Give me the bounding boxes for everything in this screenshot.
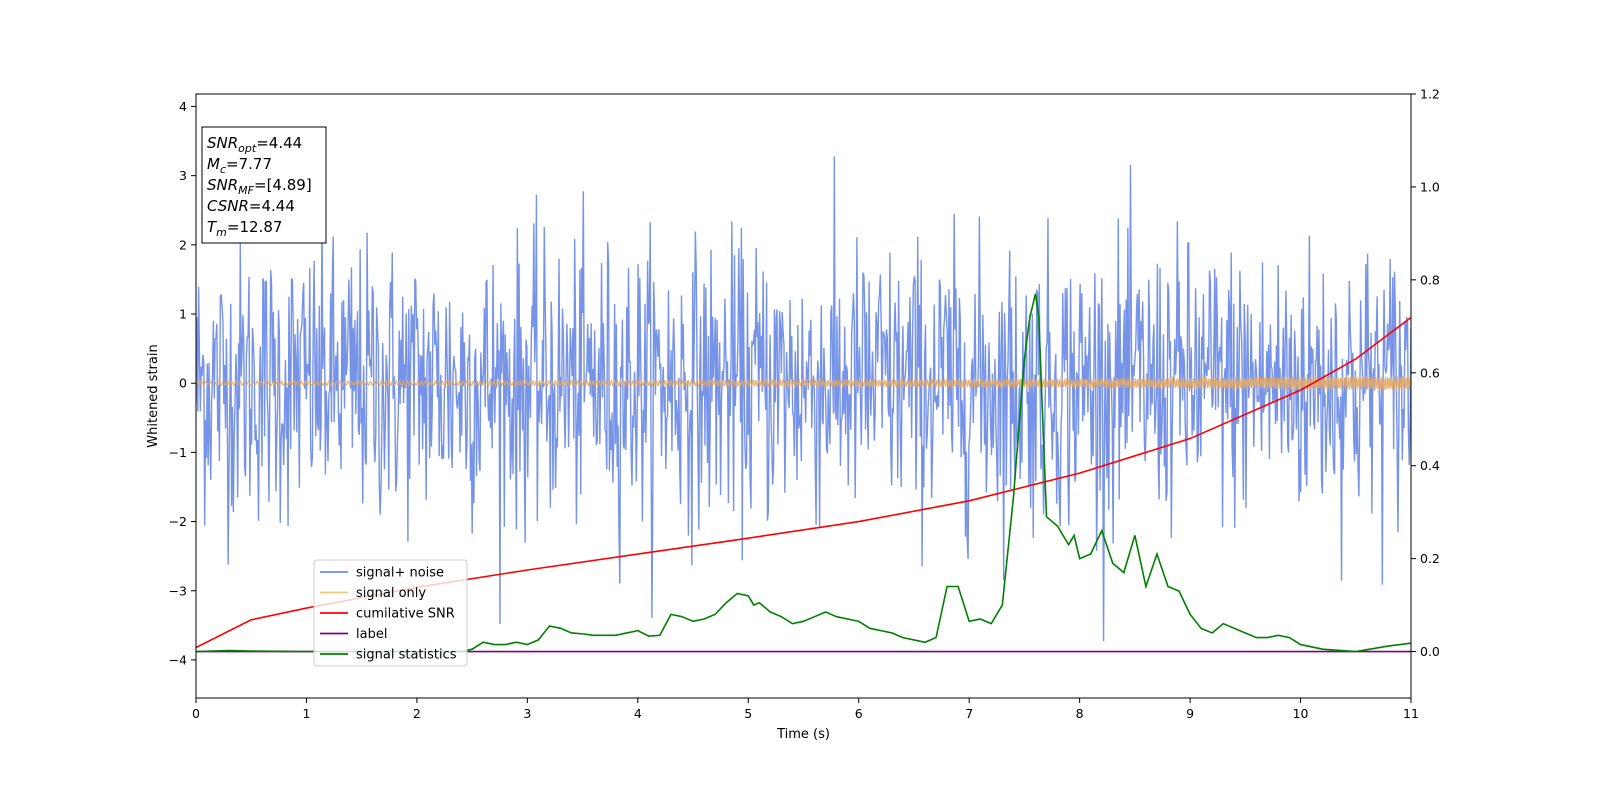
x-tick-label: 0 <box>192 706 200 721</box>
y-tick-label: −3 <box>169 583 187 598</box>
x-tick-label: 3 <box>523 706 531 721</box>
annotation-line: Mc=7.77 <box>207 155 272 176</box>
axes-layer: 0 1 2 3 4 5 6 7 8 9 10 1143210−1−2−3−41.21.00.80.60… <box>146 87 1440 743</box>
plot-frame <box>195 93 1412 699</box>
y2-tick-label: 1.2 <box>1420 87 1440 102</box>
series-line-signal-only <box>196 376 1411 390</box>
y-tick-label: 1 <box>179 307 187 322</box>
legend-entry-label: signal statistics <box>356 648 457 663</box>
y2-tick-label: 0.4 <box>1420 458 1440 473</box>
y2-tick-label: 1.0 <box>1420 179 1440 194</box>
y-tick-label: −4 <box>169 652 187 667</box>
y-tick-label: 3 <box>179 168 187 183</box>
y-tick-label: 0 <box>179 376 187 391</box>
series-line-signal-statistics <box>196 293 1411 653</box>
annotation-line: SNRMF=[4.89] <box>207 176 312 197</box>
y2-tick-label: 0.0 <box>1420 644 1440 659</box>
y-axis-title: Whitened strain <box>146 344 161 447</box>
y2-tick-label: 0.2 <box>1420 551 1440 566</box>
x-tick-label: 2 <box>413 706 421 721</box>
x-axis-title: Time (s) <box>776 727 830 742</box>
y-tick-label: −1 <box>169 445 187 460</box>
y-tick-label: −2 <box>169 514 187 529</box>
annotation-line: CSNR=4.44 <box>207 197 295 215</box>
annotation-frame <box>201 126 327 244</box>
y-tick-label: 2 <box>179 237 187 252</box>
legend-frame <box>313 559 468 667</box>
legend-entry-label: label <box>356 627 387 642</box>
x-tick-label: 1 <box>302 706 310 721</box>
x-tick-label: 7 <box>965 706 973 721</box>
legend-entry-label: cumilative SNR <box>356 607 455 622</box>
legend-entry-label: signal+ noise <box>356 566 444 581</box>
x-tick-label: 5 <box>744 706 752 721</box>
x-tick-label: 8 <box>1076 706 1084 721</box>
y-tick-label: 4 <box>179 99 187 114</box>
legend-entry-label: signal only <box>356 586 426 601</box>
x-tick-label: 6 <box>855 706 863 721</box>
y2-tick-label: 0.6 <box>1420 365 1440 380</box>
x-tick-label: 11 <box>1403 706 1419 721</box>
x-tick-label: 4 <box>634 706 642 721</box>
annotation-line: Tm=12.87 <box>207 218 282 239</box>
annotation-line: SNRopt=4.44 <box>207 134 302 155</box>
legend: signal+ noise signal only cumilative SNR la… <box>313 559 468 667</box>
x-tick-label: 10 <box>1293 706 1309 721</box>
y2-tick-label: 0.8 <box>1420 272 1440 287</box>
x-tick-label: 9 <box>1186 706 1194 721</box>
